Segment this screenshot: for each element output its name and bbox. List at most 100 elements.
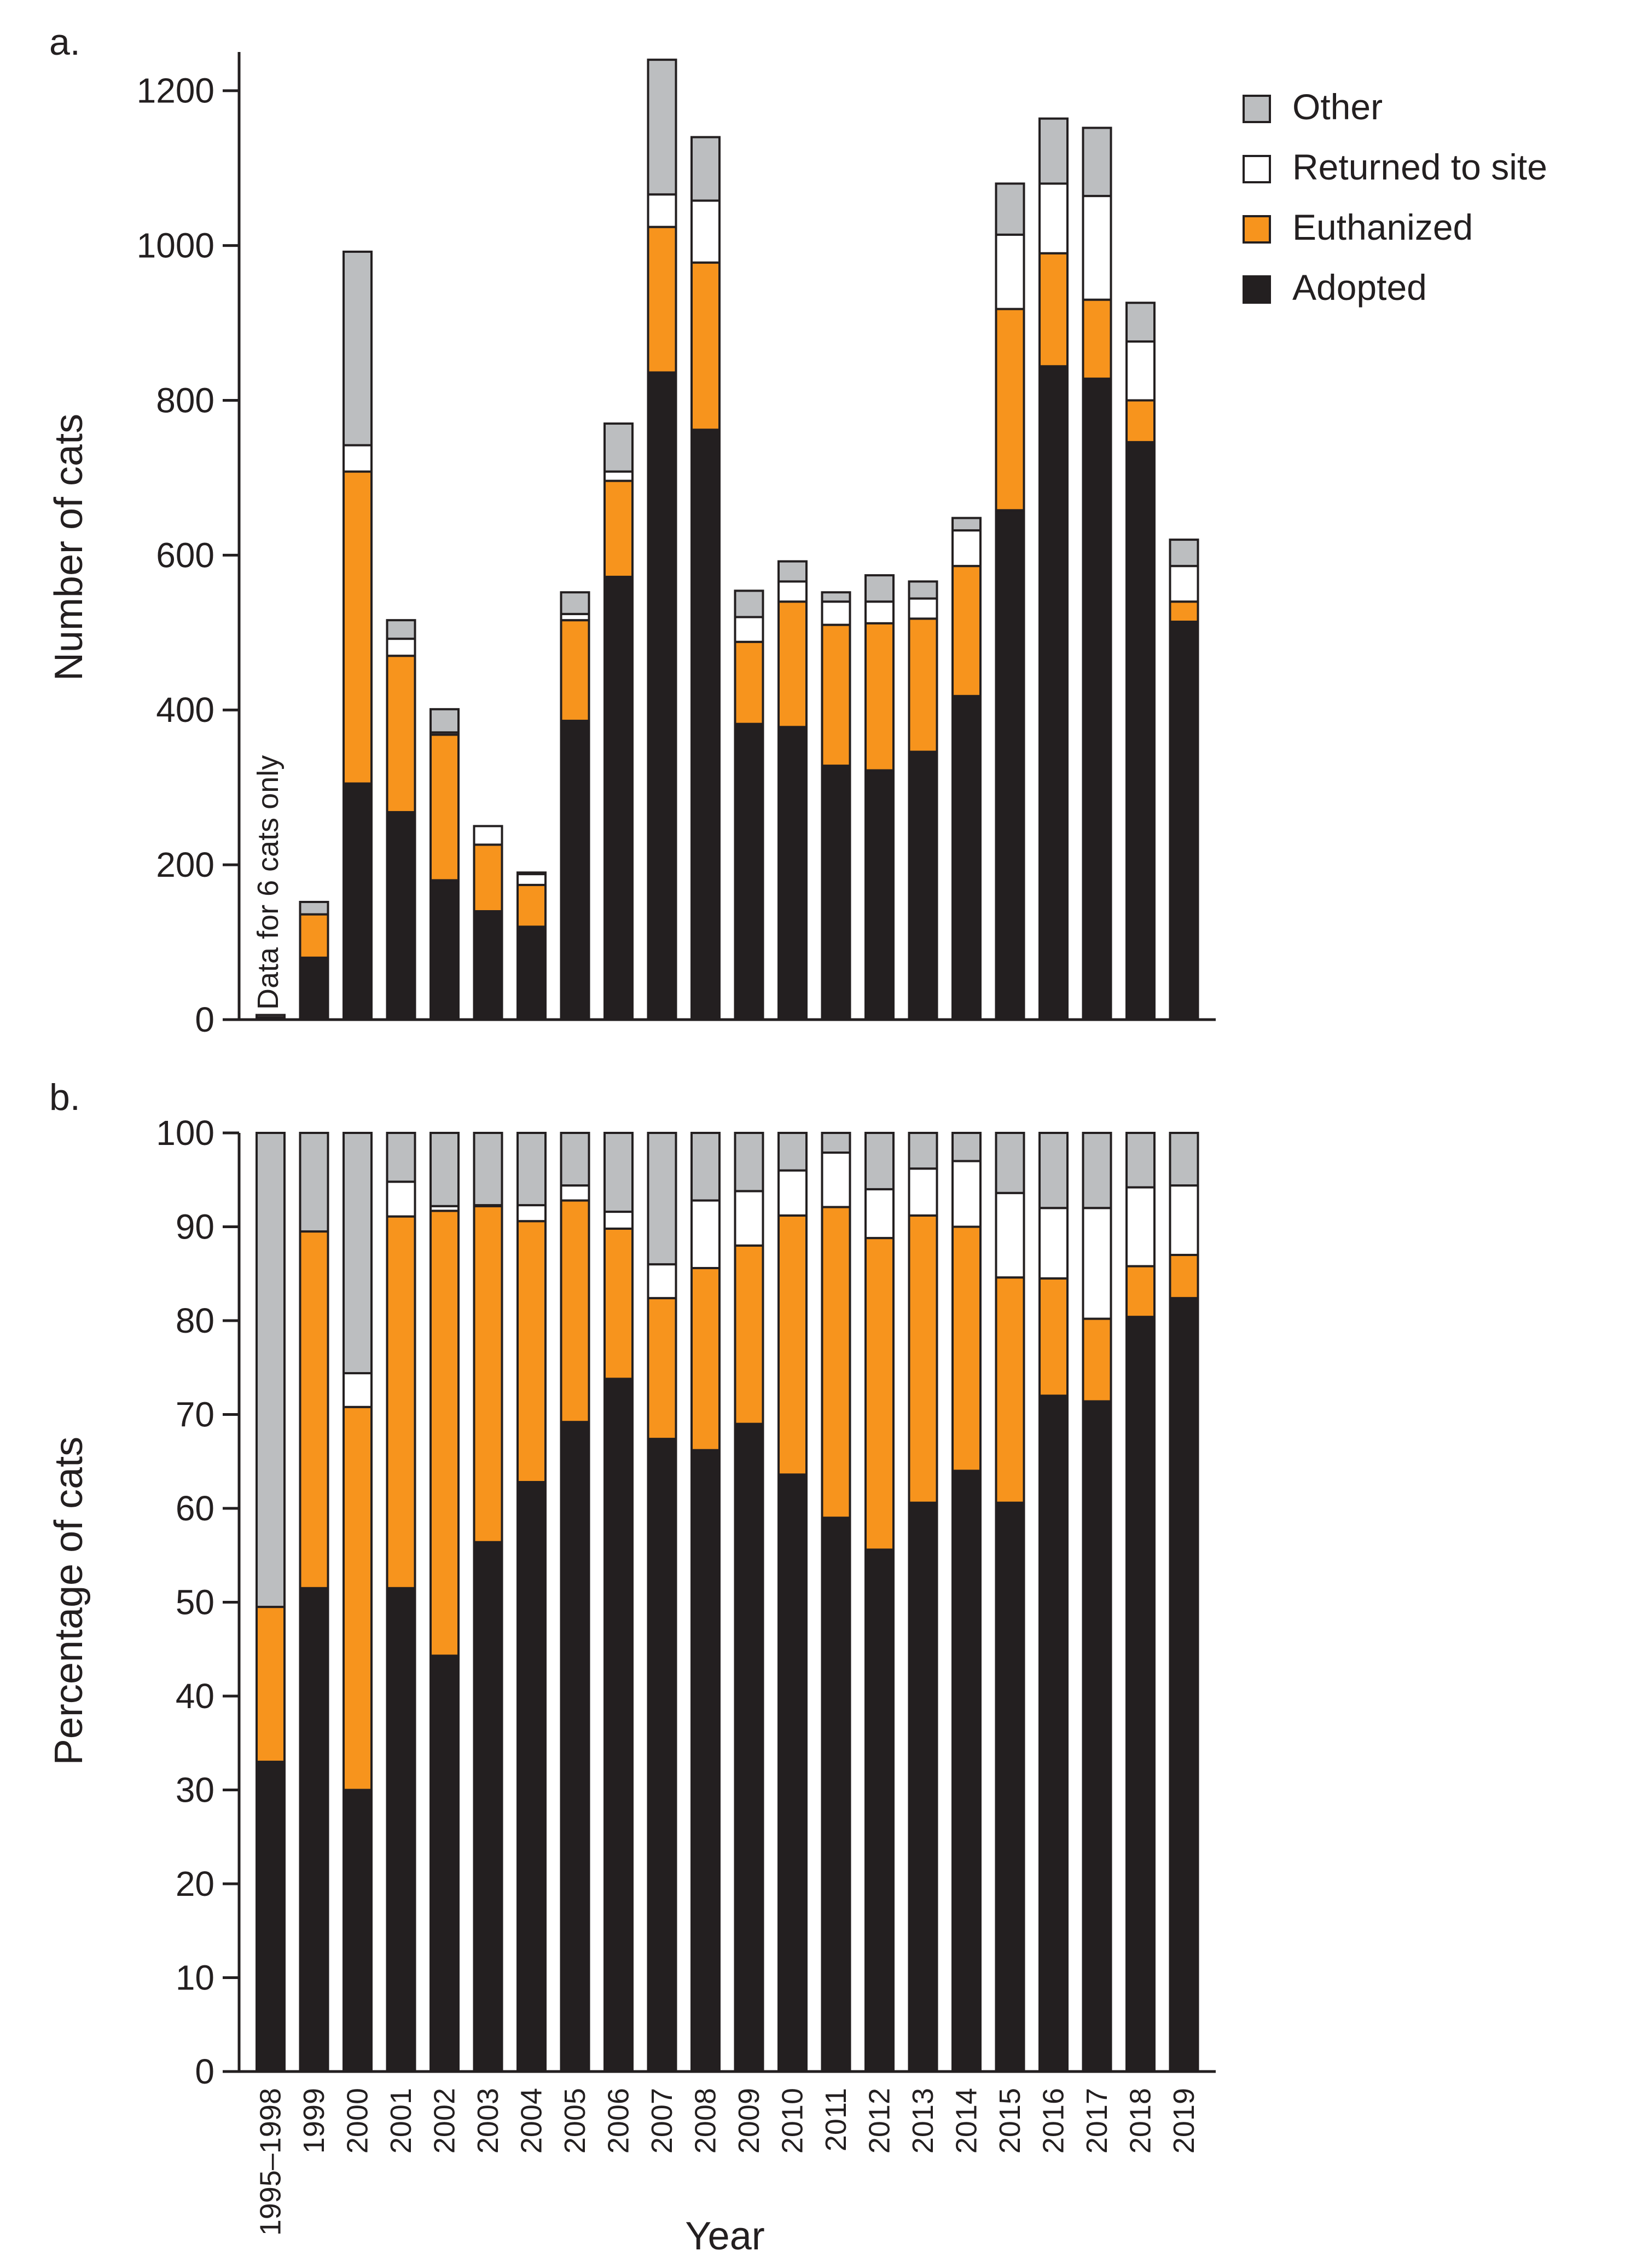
panel-b-x-tick-label: 2001	[385, 2088, 417, 2154]
panel-b-bar-other-2017	[1082, 1132, 1112, 1210]
panel-b-bar-adopted-2010	[777, 1473, 808, 2073]
panel-b-x-tick-label: 2011	[820, 2088, 852, 2151]
panel-a-bar-other-2007	[647, 59, 677, 196]
panel-a-bar-adopted-2015	[995, 509, 1025, 1021]
panel-b-bar-euthanized-2011	[821, 1206, 851, 1519]
panel-b-bar-other-1995-1998	[256, 1132, 286, 1609]
panel-a-bar-adopted-2005	[560, 720, 590, 1021]
panel-a-bar-other-1995-1998	[256, 1014, 286, 1019]
panel-a-bar-euthanized-2007	[647, 225, 677, 374]
panel-a-bar-returned-to-site-2009	[734, 616, 764, 643]
panel-a-bar-adopted-2010	[777, 726, 808, 1021]
panel-a-bar-adopted-2000	[343, 782, 373, 1021]
panel-b-bar-adopted-2000	[343, 1789, 373, 2073]
panel-b-bar-adopted-2005	[560, 1421, 590, 2073]
panel-b-bar-adopted-2011	[821, 1517, 851, 2073]
panel-b-bar-euthanized-2017	[1082, 1317, 1112, 1403]
panel-b-x-tick-label: 1999	[298, 2088, 330, 2154]
panel-a-bar-other-2010	[777, 560, 808, 583]
panel-b-x-tick-label: 1995–1998	[254, 2088, 287, 2236]
panel-b-bar-euthanized-2015	[995, 1276, 1025, 1504]
panel-a-bar-returned-to-site-2003	[473, 825, 503, 846]
panel-a-bar-adopted-2017	[1082, 377, 1112, 1021]
panel-b-bar-returned-to-site-2014	[951, 1160, 982, 1228]
panel-b-x-tick-label: 2016	[1037, 2088, 1070, 2154]
panel-a-annotation: Data for 6 cats only	[252, 755, 285, 1010]
panel-b-bar-other-2001	[386, 1132, 416, 1183]
panel-a-bar-returned-to-site-2013	[908, 597, 938, 620]
panel-a-y-tick-label: 1200	[137, 71, 214, 111]
panel-b-bar-adopted-2015	[995, 1501, 1025, 2073]
panel-b-bar-other-2005	[560, 1132, 590, 1187]
panel-b-bar-other-2014	[951, 1132, 982, 1162]
panel-a-bar-euthanized-2017	[1082, 298, 1112, 380]
panel-b-bar-other-2000	[343, 1132, 373, 1375]
panel-b-bar-other-2016	[1038, 1132, 1069, 1210]
panel-b-y-tick-label: 60	[176, 1489, 214, 1528]
panel-a-bar-adopted-2012	[864, 769, 895, 1021]
panel-b-bar-euthanized-2019	[1169, 1253, 1199, 1299]
legend-swatch-euthanized	[1243, 215, 1271, 244]
panel-a-bar-returned-to-site-2001	[386, 638, 416, 657]
panel-a-y-tick-label: 800	[156, 380, 214, 420]
panel-a-bar-adopted-2001	[386, 811, 416, 1021]
panel-a-y-tick-label: 200	[156, 845, 214, 884]
panel-a-bar-euthanized-2001	[386, 655, 416, 813]
panel-a-y-tick-label: 0	[195, 1000, 214, 1039]
panel-b-bar-returned-to-site-2010	[777, 1169, 808, 1217]
panel-a-bar-adopted-2004	[516, 925, 547, 1021]
panel-a-bar-euthanized-2002	[429, 733, 460, 882]
panel-a-bar-euthanized-2004	[516, 883, 547, 928]
panel-a-bar-adopted-1999	[299, 956, 329, 1021]
panel-b-bar-adopted-2004	[516, 1480, 547, 2073]
panel-b-y-axis-title: Percentage of cats	[47, 1437, 91, 1765]
panel-b-chart: b. Percentage of cats 0 10 20 30 40 50 60 70 80 9…	[47, 1077, 1216, 2258]
panel-b-bar-adopted-2018	[1125, 1316, 1156, 2073]
panel-a-bar-other-2014	[951, 517, 982, 532]
panel-b-bar-returned-to-site-2009	[734, 1190, 764, 1247]
panel-b-y-tick-label: 10	[176, 1958, 214, 1998]
panel-b-bar-other-2019	[1169, 1132, 1199, 1187]
panel-b-bar-returned-to-site-2013	[908, 1167, 938, 1217]
panel-b-x-axis-title: Year	[685, 2214, 764, 2258]
panel-a-bar-euthanized-2005	[560, 619, 590, 722]
panel-a-bar-other-2004	[516, 871, 547, 876]
panel-a-bar-euthanized-1999	[299, 913, 329, 959]
panel-b-bar-adopted-2002	[429, 1654, 460, 2073]
legend-swatch-returned-to-site	[1243, 155, 1271, 183]
panel-a-bar-other-2017	[1082, 126, 1112, 198]
panel-a-bar-returned-to-site-2019	[1169, 565, 1199, 603]
panel-a-bar-returned-to-site-2000	[343, 444, 373, 473]
panel-b-bar-adopted-2009	[734, 1422, 764, 2073]
panel-b-bar-euthanized-2000	[343, 1405, 373, 1791]
panel-a-bar-returned-to-site-2012	[864, 600, 895, 624]
panel-a-bar-returned-to-site-2016	[1038, 182, 1069, 254]
panel-b-bar-euthanized-2001	[386, 1215, 416, 1589]
panel-a-bar-euthanized-2000	[343, 470, 373, 785]
panel-a-bar-euthanized-2008	[690, 261, 721, 431]
panel-b-y-tick-label: 70	[176, 1395, 214, 1434]
panel-a-bar-other-2009	[734, 589, 764, 618]
panel-a-y-tick-label: 400	[156, 690, 214, 730]
panel-a-bar-euthanized-2018	[1125, 399, 1156, 443]
panel-b-bar-euthanized-1995-1998	[256, 1606, 286, 1763]
panel-a-bar-euthanized-2003	[473, 843, 503, 912]
panel-a-bar-returned-to-site-2007	[647, 193, 677, 228]
panel-a-legend: Other Returned to site Euthanized Adopted	[1243, 86, 1547, 308]
panel-b-bar-euthanized-2018	[1125, 1265, 1156, 1318]
panel-a-bar-adopted-2014	[951, 695, 982, 1021]
panel-a-bar-adopted-2009	[734, 722, 764, 1021]
panel-b-bar-euthanized-2012	[864, 1237, 895, 1551]
panel-b-x-tick-label: 2017	[1081, 2088, 1113, 2154]
panel-a-bar-other-2019	[1169, 539, 1199, 568]
panel-a-bar-adopted-2002	[429, 879, 460, 1021]
panel-a-bar-euthanized-2019	[1169, 600, 1199, 623]
panel-b-bar-adopted-2003	[473, 1541, 503, 2073]
panel-b-bar-euthanized-2004	[516, 1220, 547, 1483]
panel-b-bar-other-2004	[516, 1132, 547, 1207]
panel-a-bar-euthanized-2016	[1038, 252, 1069, 368]
panel-b-bar-returned-to-site-2000	[343, 1372, 373, 1408]
panel-b-bar-other-2013	[908, 1132, 938, 1170]
panel-b-bar-other-2002	[429, 1132, 460, 1207]
